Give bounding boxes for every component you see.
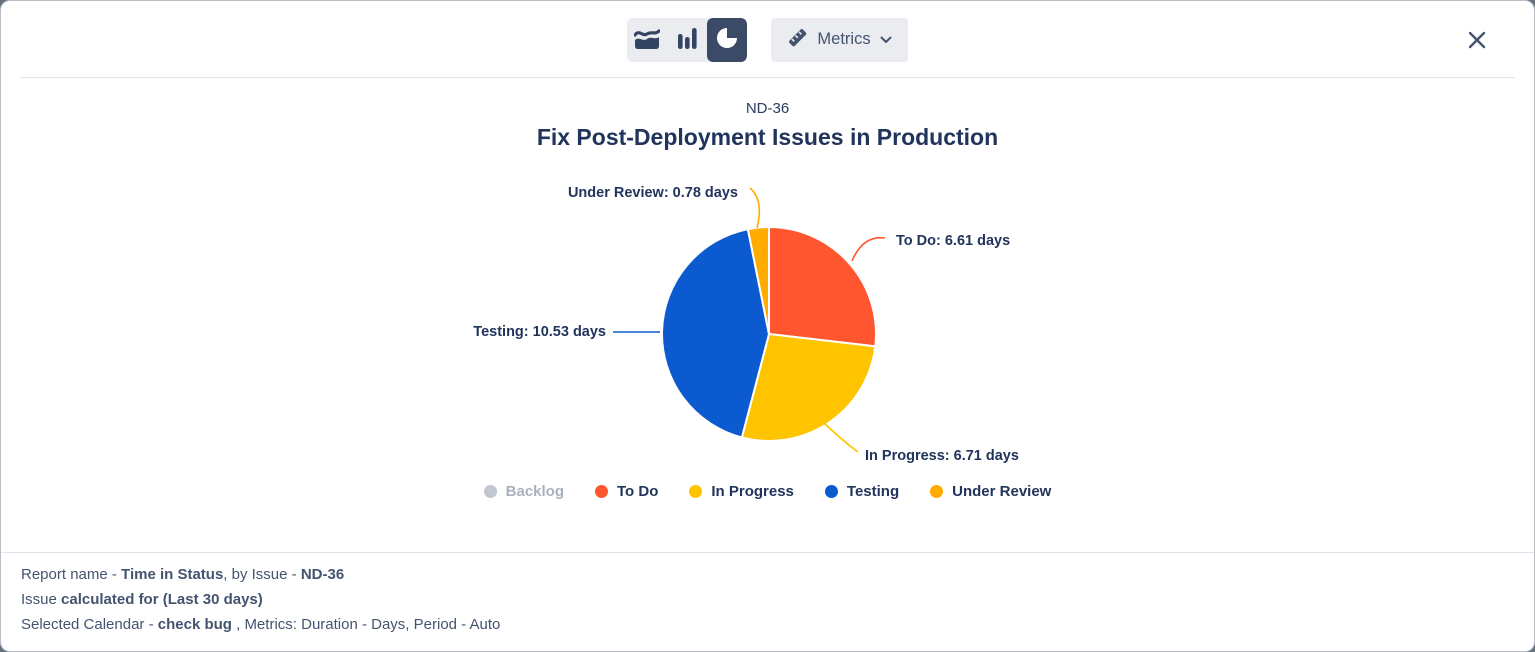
chart-type-switcher bbox=[627, 17, 748, 62]
legend-label: In Progress bbox=[711, 483, 794, 500]
legend-item-to-do[interactable]: To Do bbox=[595, 483, 658, 500]
pie-slice-in-progress[interactable] bbox=[740, 333, 877, 442]
legend-item-in-progress[interactable]: In Progress bbox=[689, 483, 794, 500]
metrics-button[interactable]: Metrics bbox=[771, 17, 908, 62]
label-leader-line bbox=[749, 187, 761, 229]
slice-label-in-progress: In Progress: 6.71 days bbox=[865, 448, 1019, 464]
footer-line: Issue calculated for (Last 30 days) bbox=[21, 591, 263, 608]
legend-dot bbox=[824, 485, 838, 498]
pie-slice-testing[interactable] bbox=[661, 228, 770, 439]
pie-slice-to-do[interactable] bbox=[768, 226, 877, 348]
ruler-icon bbox=[787, 27, 808, 53]
slice-label-testing: Testing: 10.53 days bbox=[473, 324, 606, 340]
legend-dot bbox=[483, 485, 497, 498]
legend-item-backlog[interactable]: Backlog bbox=[483, 483, 564, 500]
legend-dot bbox=[595, 485, 608, 498]
label-leader-line bbox=[818, 417, 859, 453]
legend-dot bbox=[689, 485, 703, 498]
close-button[interactable] bbox=[1462, 25, 1492, 55]
footer-line: Selected Calendar - check bug , Metrics:… bbox=[21, 616, 501, 633]
legend-label: Backlog bbox=[505, 483, 564, 500]
legend-item-testing[interactable]: Testing bbox=[824, 483, 900, 500]
report-footer: Report name - Time in Status, by Issue -… bbox=[1, 552, 1534, 651]
pie-chart-button[interactable] bbox=[707, 17, 748, 62]
legend-item-under-review[interactable]: Under Review bbox=[930, 483, 1051, 500]
chart-legend: Backlog To Do In Progress Testing Under Revi… bbox=[1, 483, 1534, 500]
slice-label-under-review: Under Review: 0.78 days bbox=[568, 185, 738, 201]
toolbar: Metrics bbox=[1, 1, 1534, 78]
legend-label: Testing bbox=[846, 483, 900, 500]
area-chart-button[interactable] bbox=[627, 18, 667, 62]
chart-header: ND-36 Fix Post-Deployment Issues in Prod… bbox=[1, 101, 1534, 151]
close-icon bbox=[1466, 31, 1488, 54]
legend-label: To Do bbox=[617, 483, 659, 500]
bar-chart-icon bbox=[675, 26, 699, 53]
legend-label: Under Review bbox=[952, 483, 1052, 500]
chart-title: Fix Post-Deployment Issues in Production bbox=[536, 124, 999, 150]
footer-line: Report name - Time in Status, by Issue -… bbox=[21, 566, 345, 583]
area-chart-icon bbox=[633, 27, 662, 53]
pie-chart: To Do: 6.61 days In Progress: 6.71 days Te… bbox=[473, 185, 1019, 464]
bar-chart-button[interactable] bbox=[667, 18, 707, 62]
issue-key: ND-36 bbox=[745, 100, 790, 117]
legend-dot bbox=[930, 485, 944, 498]
chevron-down-icon bbox=[880, 30, 892, 49]
pie-slice-under-review[interactable] bbox=[746, 226, 770, 335]
pie-chart-icon bbox=[715, 26, 740, 53]
label-leader-line bbox=[851, 236, 886, 262]
metrics-button-label: Metrics bbox=[817, 30, 871, 48]
slice-label-to-do: To Do: 6.61 days bbox=[896, 233, 1010, 249]
